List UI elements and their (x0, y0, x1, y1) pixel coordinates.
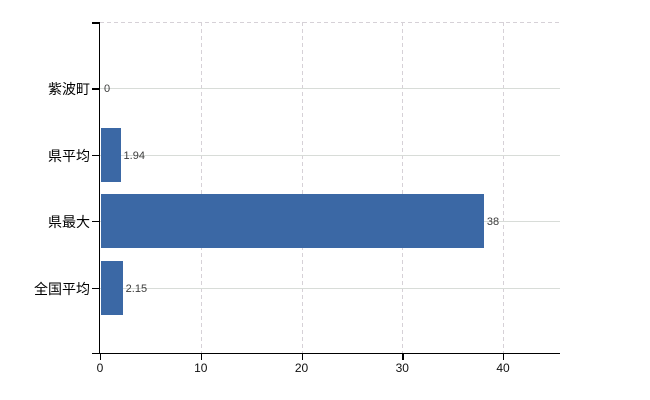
x-tick (503, 354, 505, 360)
x-axis (92, 352, 560, 354)
y-axis-top-tick (92, 22, 100, 24)
y-tick (92, 221, 99, 223)
bar-value-label: 0 (104, 83, 111, 96)
x-tick-label: 30 (395, 361, 409, 375)
bar (101, 260, 123, 315)
gridline-vertical (301, 22, 303, 354)
gridline-horizontal (100, 88, 560, 90)
bar-value-label: 38 (486, 216, 500, 229)
bar (101, 127, 121, 182)
category-label: 紫波町 (48, 81, 90, 98)
category-label: 県平均 (48, 147, 90, 164)
y-tick (92, 154, 99, 157)
gridline-vertical (200, 22, 202, 354)
x-tick (100, 354, 102, 360)
gridline-vertical (402, 22, 404, 354)
bar (101, 194, 484, 249)
x-tick-label: 10 (194, 361, 208, 375)
bar-value-label: 2.15 (125, 282, 148, 295)
plot-top-border (100, 22, 560, 23)
bar-value-label: 1.94 (123, 149, 145, 162)
y-tick (92, 287, 99, 289)
category-label: 全国平均 (34, 280, 90, 297)
x-tick-label: 20 (294, 361, 309, 375)
x-tick-label: 0 (96, 361, 104, 375)
gridline-horizontal (100, 154, 560, 156)
gridline-vertical (503, 22, 504, 354)
x-tick (402, 354, 404, 360)
category-label: 県最大 (48, 214, 90, 231)
x-tick (301, 354, 303, 360)
x-tick-label: 40 (496, 361, 510, 375)
y-tick (92, 88, 99, 90)
y-axis (98, 22, 100, 354)
gridline-horizontal (100, 287, 560, 289)
x-tick (200, 354, 203, 360)
